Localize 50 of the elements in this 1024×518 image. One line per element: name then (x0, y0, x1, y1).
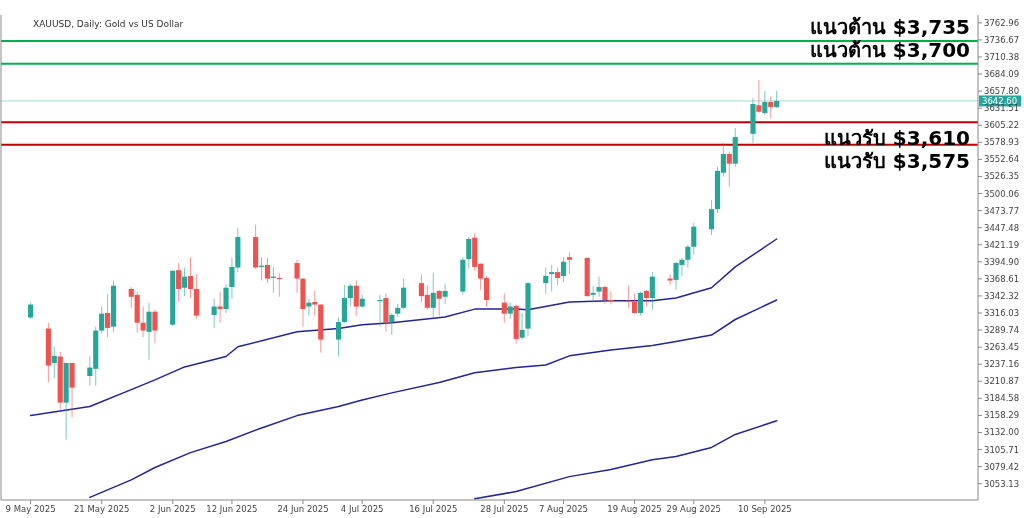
y-tick-label: 3132.00 (984, 427, 1020, 438)
x-tick-label: 21 May 2025 (73, 504, 130, 514)
x-tick-label: 29 Aug 2025 (666, 504, 722, 514)
candlestick (590, 285, 596, 304)
y-tick-label: 3578.93 (984, 137, 1020, 148)
y-tick-label: 3500.06 (984, 188, 1020, 199)
y-tick-label: 3368.61 (984, 273, 1020, 284)
y-tick-label: 3237.16 (984, 359, 1020, 370)
y-tick-label: 3657.80 (984, 86, 1020, 97)
x-tick-label: 10 Sep 2025 (737, 504, 792, 514)
candlestick (667, 273, 673, 286)
y-tick-label: 3526.35 (984, 171, 1020, 182)
y-tick-label: 3447.48 (984, 222, 1020, 233)
x-tick-label: 4 Jul 2025 (340, 504, 384, 514)
y-tick-label: 3605.22 (984, 120, 1020, 131)
line-series (473, 420, 778, 500)
chart-title: XAUUSD, Daily: Gold vs US Dollar (33, 19, 184, 29)
x-tick-label: 7 Aug 2025 (538, 504, 589, 514)
x-tick-label: 2 Jun 2025 (149, 504, 196, 514)
x-tick-label: 16 Jul 2025 (409, 504, 458, 514)
y-tick-label: 3210.87 (984, 376, 1020, 387)
x-tick-label: 28 Jul 2025 (480, 504, 529, 514)
y-tick-label: 3184.58 (984, 393, 1020, 404)
ref-line-label: แนวต้าน $3,735 (809, 14, 970, 39)
y-tick-label: 3710.38 (984, 51, 1020, 62)
y-tick-label: 3105.71 (984, 444, 1020, 455)
y-tick-label: 3053.13 (984, 478, 1020, 489)
x-tick-label: 24 Jun 2025 (277, 504, 329, 514)
x-tick-label: 19 Aug 2025 (607, 504, 662, 514)
y-tick-label: 3552.64 (984, 154, 1020, 165)
y-tick-label: 3762.96 (984, 17, 1020, 28)
y-tick-label: 3342.32 (984, 290, 1020, 301)
candlestick (306, 298, 312, 317)
y-tick-label: 3263.45 (984, 342, 1020, 353)
y-tick-label: 3394.90 (984, 256, 1020, 267)
x-tick-label: 12 Jun 2025 (206, 504, 258, 514)
y-tick-label: 3684.09 (984, 69, 1020, 80)
ref-line-label: แนวรับ $3,610 (823, 126, 970, 151)
y-tick-label: 3736.67 (984, 34, 1020, 45)
ref-line-label: แนวรับ $3,575 (823, 148, 970, 173)
ref-line-label: แนวต้าน $3,700 (809, 37, 970, 62)
y-tick-label: 3079.42 (984, 461, 1020, 472)
y-tick-label: 3158.29 (984, 410, 1020, 421)
line-series (89, 299, 778, 499)
y-tick-label: 3421.19 (984, 239, 1020, 250)
y-tick-label: 3473.77 (984, 205, 1020, 216)
line-series (29, 238, 778, 417)
y-tick-label: 3316.03 (984, 307, 1020, 318)
x-tick-label: 9 May 2025 (5, 504, 56, 514)
y-tick-label: 3289.74 (984, 325, 1020, 336)
